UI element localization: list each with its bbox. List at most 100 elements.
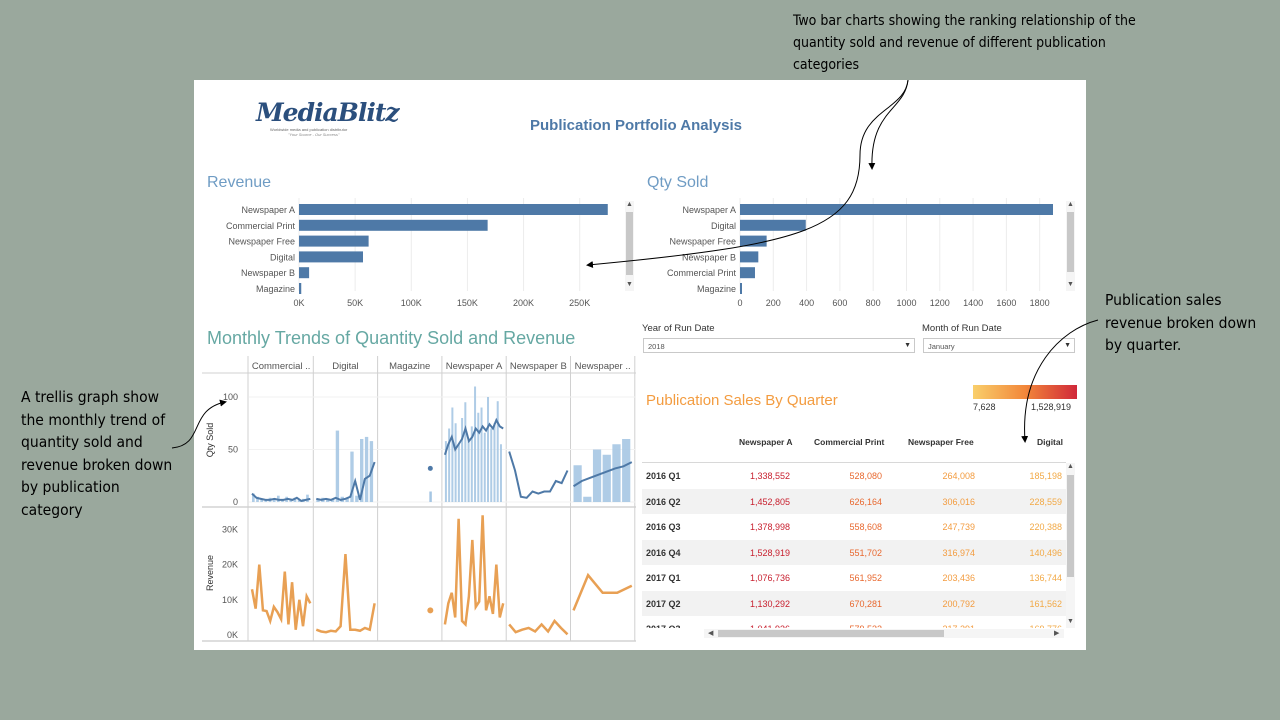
qty-bar [364,436,369,502]
scroll-down-icon[interactable]: ▼ [626,281,633,288]
col-header: Digital [1037,437,1063,447]
table-cell: 1,452,805 [749,496,790,507]
scroll-up-icon[interactable]: ▲ [1067,201,1074,208]
qty-bar [612,444,621,502]
tick-label: 100K [401,298,422,308]
scroll-left-icon[interactable]: ◀ [708,630,714,637]
revenue-point [427,607,434,614]
revenue-tick: 10K [222,595,238,605]
mediablitz-logo: MediaBlitz Worldwide media and publicati… [256,98,400,138]
table-cell: 528,080 [849,471,882,481]
dashboard-title: Publication Portfolio Analysis [530,117,742,134]
qty-bar [461,418,464,502]
qty-bar [602,454,611,502]
tick-label: 1200 [930,298,950,308]
year-filter-dropdown[interactable]: 2018 ▼ [643,338,915,353]
tick-label: 0 [737,298,742,308]
qty-axis-label: Qty Sold [205,423,215,458]
qty-bar [293,497,297,502]
table-cell: 551,702 [849,547,882,558]
table-row: 2017 Q1 1,076,736 561,952 203,436 136,744 [642,565,1066,590]
qty-tick: 100 [223,392,238,402]
qty-tick: 0 [233,497,238,507]
table-cell: 169,776 [1029,624,1062,628]
table-cell: 1,076,736 [749,573,790,583]
revenue-scrollbar[interactable]: ▲ ▼ [625,201,634,291]
scroll-up-icon[interactable]: ▲ [626,201,633,208]
year-filter-value: 2018 [648,342,665,351]
tick-label: 1400 [963,298,983,308]
qty-bar [444,441,447,502]
legend-min: 7,628 [973,402,996,412]
bar [299,267,310,279]
revenue-tick: 20K [222,560,238,570]
sales-vscrollbar[interactable]: ▲ ▼ [1066,463,1075,628]
tick-label: 600 [832,298,847,308]
arrow-to-revenue [586,79,909,269]
quarter-label: 2017 Q3 [646,624,681,628]
annotation-sales-table: Publication sales revenue broken down by… [1105,291,1257,354]
sales-hscrollbar[interactable]: ◀ ▶ [704,629,1064,638]
qty-bar [306,494,309,502]
category-label: Digital [711,221,736,231]
chevron-down-icon[interactable]: ▼ [904,342,911,349]
qty-scrollbar[interactable]: ▲ ▼ [1066,201,1075,291]
category-label: Newspaper B [682,252,736,262]
qty-bar-chart: 0 200 400 600 800 1000 1200 1400 1600 1800 Newspap… [667,198,1053,308]
table-cell: 1,338,552 [749,471,790,481]
scroll-thumb[interactable] [1067,212,1074,272]
table-row: 2017 Q2 1,130,292 670,281 200,792 161,562 [642,590,1066,616]
qty-bar [260,498,263,502]
qty-line [443,417,504,456]
trellis-chart: Commercial .. Digital Magazine Newspaper A N… [202,356,636,642]
table-cell: 579,532 [849,624,882,628]
table-cell: 558,608 [849,522,882,532]
qty-bar [256,496,259,502]
tick-label: 800 [866,298,881,308]
scroll-down-icon[interactable]: ▼ [1067,281,1074,288]
scroll-up-icon[interactable]: ▲ [1067,463,1074,470]
column-header: Commercial .. [252,361,311,372]
qty-bar [467,439,470,502]
qty-bar [335,430,340,502]
scroll-down-icon[interactable]: ▼ [1067,618,1074,625]
revenue-line [508,618,569,636]
col-header: Newspaper A [739,437,793,447]
table-cell: 228,559 [1029,496,1062,507]
column-header: Digital [332,361,358,372]
scroll-right-icon[interactable]: ▶ [1054,630,1060,637]
quarter-label: 2017 Q1 [646,573,681,583]
table-cell: 670,281 [849,598,882,609]
scroll-thumb[interactable] [626,212,633,275]
table-cell: 1,041,936 [750,624,790,628]
qty-bar [297,499,301,502]
qty-line [316,461,376,501]
table-cell: 217,291 [942,624,975,628]
legend-max: 1,528,919 [1031,402,1072,412]
logo-subtitle: Worldwide media and publication distribu… [270,127,348,132]
qty-bar [448,428,451,502]
qty-bar [480,407,483,502]
bar [740,235,767,247]
quarter-label: 2017 Q2 [646,598,681,609]
table-cell: 1,130,292 [749,598,790,609]
table-cell: 316,974 [942,547,975,558]
sales-table-body: 2016 Q1 1,338,552 528,080 264,008 185,198 201… [642,463,1066,628]
annotation-bar-charts: Two bar charts showing the ranking relat… [793,13,1136,73]
month-filter-dropdown[interactable]: January ▼ [923,338,1075,353]
bar [740,204,1053,215]
quarter-label: 2016 Q3 [646,522,681,532]
tick-label: 400 [799,298,814,308]
bar [740,283,742,294]
bar [299,219,488,231]
revenue-line [315,553,376,634]
tick-label: 250K [569,298,590,308]
scroll-thumb[interactable] [718,630,944,637]
qty-line [572,461,633,488]
scroll-thumb[interactable] [1067,475,1074,577]
column-header: Magazine [389,361,430,372]
category-label: Commercial Print [667,268,737,278]
chevron-down-icon[interactable]: ▼ [1064,342,1071,349]
qty-bar [345,497,349,502]
